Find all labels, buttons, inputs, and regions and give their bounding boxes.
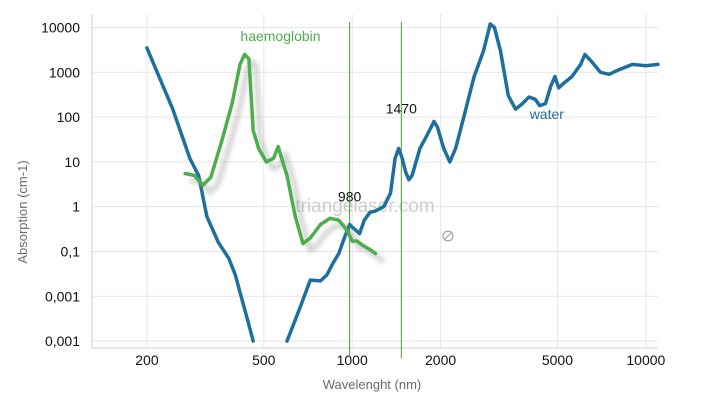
vertical-markers-layer bbox=[349, 22, 402, 358]
x-tick-label: 1000 bbox=[337, 352, 368, 368]
y-tick-label: 0,1 bbox=[61, 243, 81, 259]
axes-layer: Wavelenght (nm) Absorption (cm-1) bbox=[15, 14, 658, 392]
x-tick-label: 200 bbox=[135, 352, 159, 368]
y-tick-label: 100 bbox=[57, 109, 81, 125]
x-axis-title: Wavelenght (nm) bbox=[323, 377, 422, 392]
y-tick-label: 1 bbox=[72, 199, 80, 215]
x-tick-label: 5000 bbox=[542, 352, 573, 368]
grid-layer bbox=[92, 14, 658, 348]
marker-label-980: 980 bbox=[338, 189, 362, 205]
haemoglobin-line bbox=[183, 52, 378, 256]
tick-labels-layer: 10000 1000 100 10 1 0,1 0,001 0,001 200 500 1000 20… bbox=[41, 19, 665, 368]
y-tick-label: 0,001 bbox=[45, 333, 80, 349]
y-tick-label: 10 bbox=[64, 154, 80, 170]
watermark-text: triangelaser.com bbox=[295, 196, 434, 217]
series-layer bbox=[145, 22, 660, 343]
water-line bbox=[285, 22, 660, 343]
water-line bbox=[145, 46, 255, 343]
y-tick-label: 10000 bbox=[41, 19, 80, 35]
y-tick-label: 1000 bbox=[49, 64, 80, 80]
y-axis-title: Absorption (cm-1) bbox=[15, 160, 30, 263]
x-tick-label: 500 bbox=[252, 352, 276, 368]
x-tick-label: 10000 bbox=[626, 352, 665, 368]
haemoglobin-label: haemoglobin bbox=[240, 28, 320, 44]
water-label: water bbox=[529, 106, 565, 122]
circle-slash-icon bbox=[442, 230, 454, 242]
marker-label-1470: 1470 bbox=[386, 101, 417, 117]
labels-layer: water haemoglobin 980 1470 bbox=[240, 28, 564, 205]
x-tick-label: 2000 bbox=[425, 352, 456, 368]
y-tick-label: 0,001 bbox=[45, 288, 80, 304]
